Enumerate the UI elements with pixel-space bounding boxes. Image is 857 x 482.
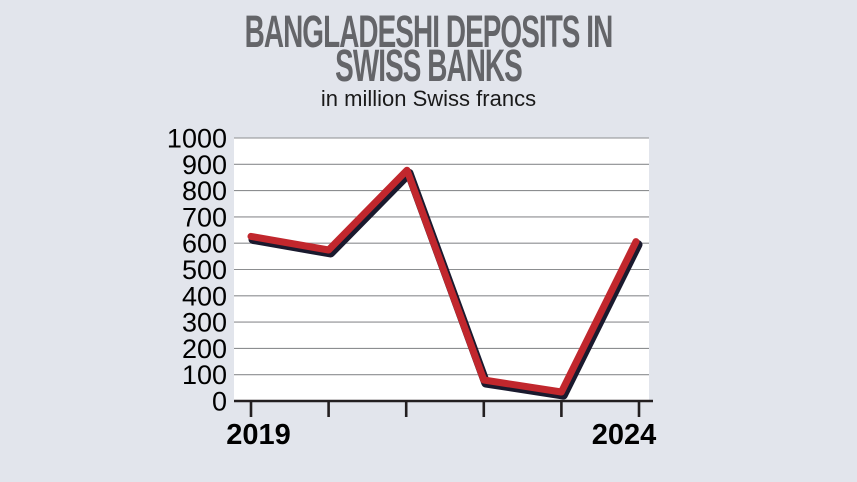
svg-text:2019: 2019: [226, 419, 291, 451]
svg-text:2024: 2024: [592, 419, 657, 451]
svg-text:0: 0: [212, 387, 227, 417]
